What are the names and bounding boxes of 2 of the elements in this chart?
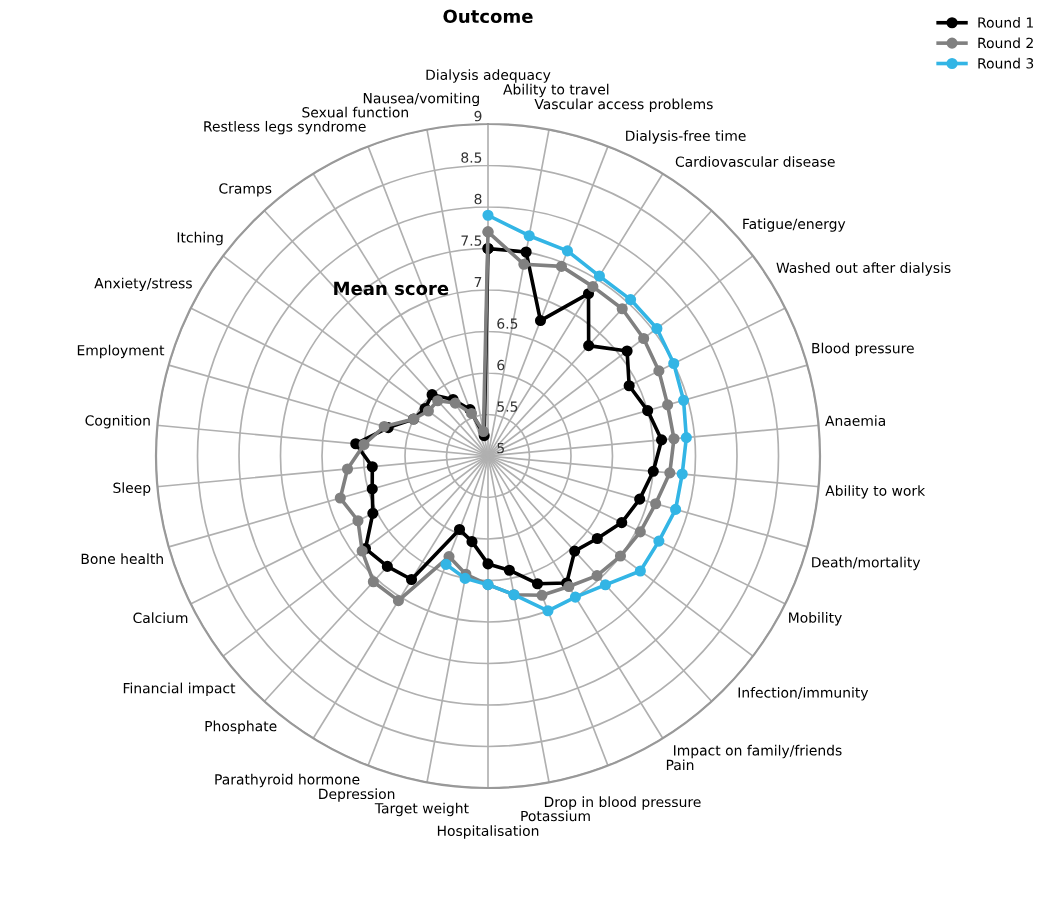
chart-title: Outcome [443,9,533,24]
text: Mean score [334,281,449,296]
